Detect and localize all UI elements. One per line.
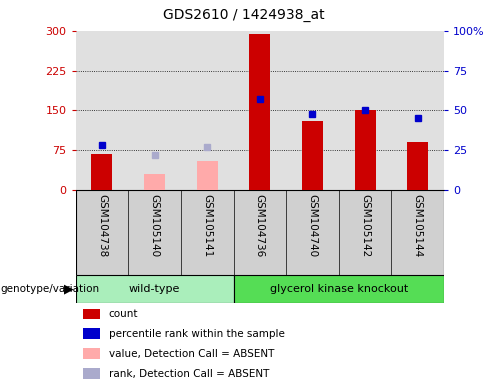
Bar: [407, 142, 428, 190]
Text: count: count: [109, 309, 138, 319]
Text: ▶: ▶: [63, 283, 73, 295]
Bar: [83, 348, 100, 359]
Text: GSM104740: GSM104740: [307, 194, 318, 257]
Text: GSM105144: GSM105144: [413, 194, 423, 258]
Text: rank, Detection Call = ABSENT: rank, Detection Call = ABSENT: [109, 369, 269, 379]
Text: GDS2610 / 1424938_at: GDS2610 / 1424938_at: [163, 8, 325, 22]
Text: wild-type: wild-type: [129, 284, 180, 294]
Bar: [83, 368, 100, 379]
Bar: [234, 275, 444, 303]
Bar: [249, 35, 270, 190]
Text: percentile rank within the sample: percentile rank within the sample: [109, 329, 285, 339]
Text: GSM104736: GSM104736: [255, 194, 265, 258]
Bar: [302, 121, 323, 190]
Text: GSM105140: GSM105140: [150, 194, 160, 257]
Bar: [83, 309, 100, 319]
Text: GSM105141: GSM105141: [202, 194, 212, 258]
Text: GSM104738: GSM104738: [97, 194, 107, 258]
Bar: [197, 161, 218, 190]
Bar: [144, 174, 165, 190]
Bar: [91, 154, 113, 190]
Bar: [355, 111, 376, 190]
Text: GSM105142: GSM105142: [360, 194, 370, 258]
Text: glycerol kinase knockout: glycerol kinase knockout: [270, 284, 408, 294]
Bar: [83, 328, 100, 339]
Text: genotype/variation: genotype/variation: [0, 284, 99, 294]
Text: value, Detection Call = ABSENT: value, Detection Call = ABSENT: [109, 349, 274, 359]
Bar: [76, 275, 234, 303]
